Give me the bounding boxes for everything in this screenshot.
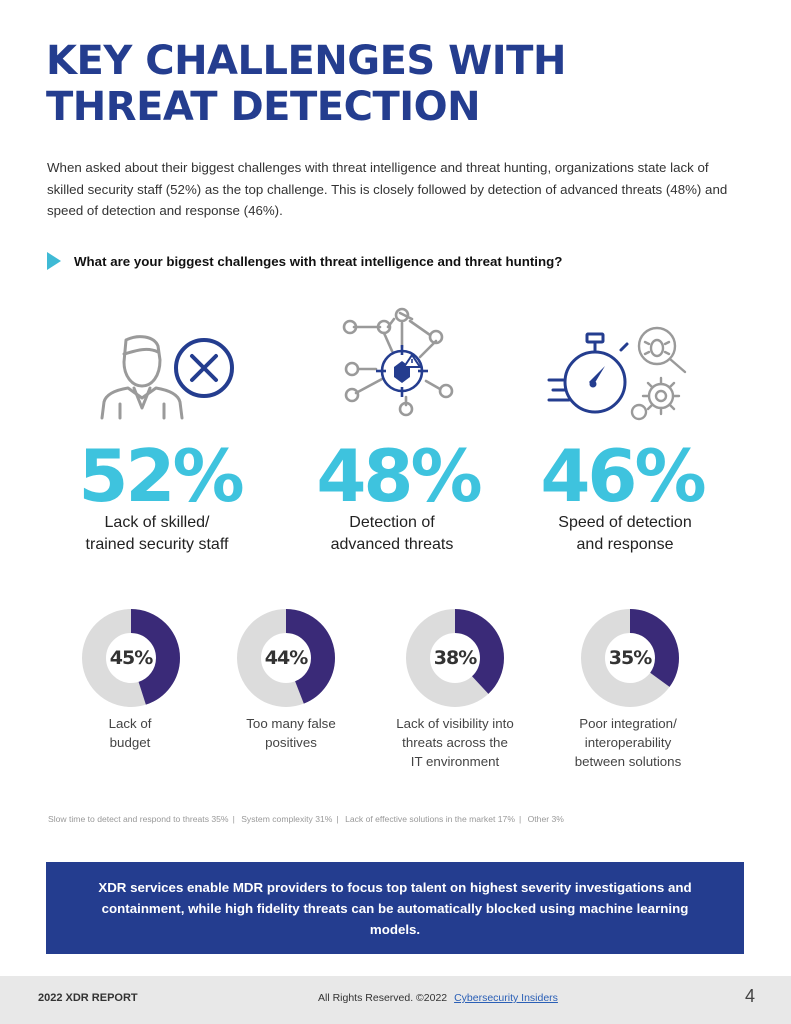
donut-label-budget: Lack of budget xyxy=(55,714,205,752)
donut-arc xyxy=(82,609,180,707)
network-target-icon xyxy=(340,305,460,417)
footer-rights: All Rights Reserved. ©2022 Cybersecurity… xyxy=(318,992,558,1004)
footer-link[interactable]: Cybersecurity Insiders xyxy=(454,992,558,1004)
title-line-2: THREAT DETECTION xyxy=(46,84,481,130)
stat-label-skilled-staff: Lack of skilled/ trained security staff xyxy=(47,512,267,556)
donut-label-integration: Poor integration/ interoperability betwe… xyxy=(553,714,703,771)
donut-percent: 35% xyxy=(608,647,652,669)
other-response: Lack of effective solutions in the marke… xyxy=(345,814,515,824)
donut-arc xyxy=(237,609,335,707)
donut-chart: 35% xyxy=(580,608,680,708)
stat-label-line: advanced threats xyxy=(330,536,454,553)
page-title: KEY CHALLENGES WITH THREAT DETECTION xyxy=(46,38,566,130)
donut-label-line: IT environment xyxy=(410,754,500,769)
intro-paragraph: When asked about their biggest challenge… xyxy=(47,160,728,218)
donut-arc xyxy=(581,609,679,707)
page-number: 4 xyxy=(745,986,756,1006)
stat-label-line: trained security staff xyxy=(85,536,229,553)
stat-label-line: Lack of skilled/ xyxy=(104,514,210,531)
other-response: Slow time to detect and respond to threa… xyxy=(48,814,229,824)
donut-arc xyxy=(406,609,504,707)
donut-label-line: positives xyxy=(265,735,317,750)
stat-label-line: Detection of xyxy=(349,514,435,531)
stat-label-line: Speed of detection xyxy=(558,514,692,531)
stat-label-speed-detection: Speed of detection and response xyxy=(515,512,735,556)
page-footer: 2022 XDR REPORT All Rights Reserved. ©20… xyxy=(0,976,791,1024)
donut-percent: 45% xyxy=(109,647,153,669)
question-text: What are your biggest challenges with th… xyxy=(74,253,563,269)
donut-label-line: Too many false xyxy=(246,716,336,731)
stat-value-speed-detection: 46% xyxy=(540,434,706,518)
donut-label-line: Lack of xyxy=(108,716,152,731)
donut-label-line: interoperability xyxy=(584,735,672,750)
donut-label-line: between solutions xyxy=(574,754,682,769)
survey-question: What are your biggest challenges with th… xyxy=(47,251,562,271)
donut-label-false-positives: Too many false positives xyxy=(216,714,366,752)
other-response: Other 3% xyxy=(527,814,564,824)
other-responses: Slow time to detect and respond to threa… xyxy=(48,814,564,824)
triangle-arrow-icon xyxy=(47,252,61,270)
callout-banner: XDR services enable MDR providers to foc… xyxy=(46,862,744,954)
donut-percent: 38% xyxy=(433,647,477,669)
donut-label-line: Lack of visibility into xyxy=(396,716,514,731)
donut-chart: 45% xyxy=(81,608,181,708)
donut-label-visibility: Lack of visibility into threats across t… xyxy=(380,714,530,771)
person-x-icon xyxy=(98,332,238,422)
stat-label-line: and response xyxy=(576,536,674,553)
donut-label-line: budget xyxy=(109,735,151,750)
stat-label-advanced-threats: Detection of advanced threats xyxy=(282,512,502,556)
other-response: System complexity 31% xyxy=(241,814,333,824)
banner-text: XDR services enable MDR providers to foc… xyxy=(98,879,692,937)
donut-chart: 44% xyxy=(236,608,336,708)
footer-rights-text: All Rights Reserved. ©2022 xyxy=(318,992,448,1004)
donut-percent: 44% xyxy=(264,647,308,669)
stat-value-skilled-staff: 52% xyxy=(78,434,244,518)
footer-report-name: 2022 XDR REPORT xyxy=(38,992,138,1004)
stat-value-advanced-threats: 48% xyxy=(316,434,482,518)
donut-label-line: Poor integration/ xyxy=(579,716,677,731)
stopwatch-bug-gear-icon xyxy=(545,320,705,424)
title-line-1: KEY CHALLENGES WITH xyxy=(46,38,566,84)
donut-chart: 38% xyxy=(405,608,505,708)
donut-label-line: threats across the xyxy=(402,735,508,750)
